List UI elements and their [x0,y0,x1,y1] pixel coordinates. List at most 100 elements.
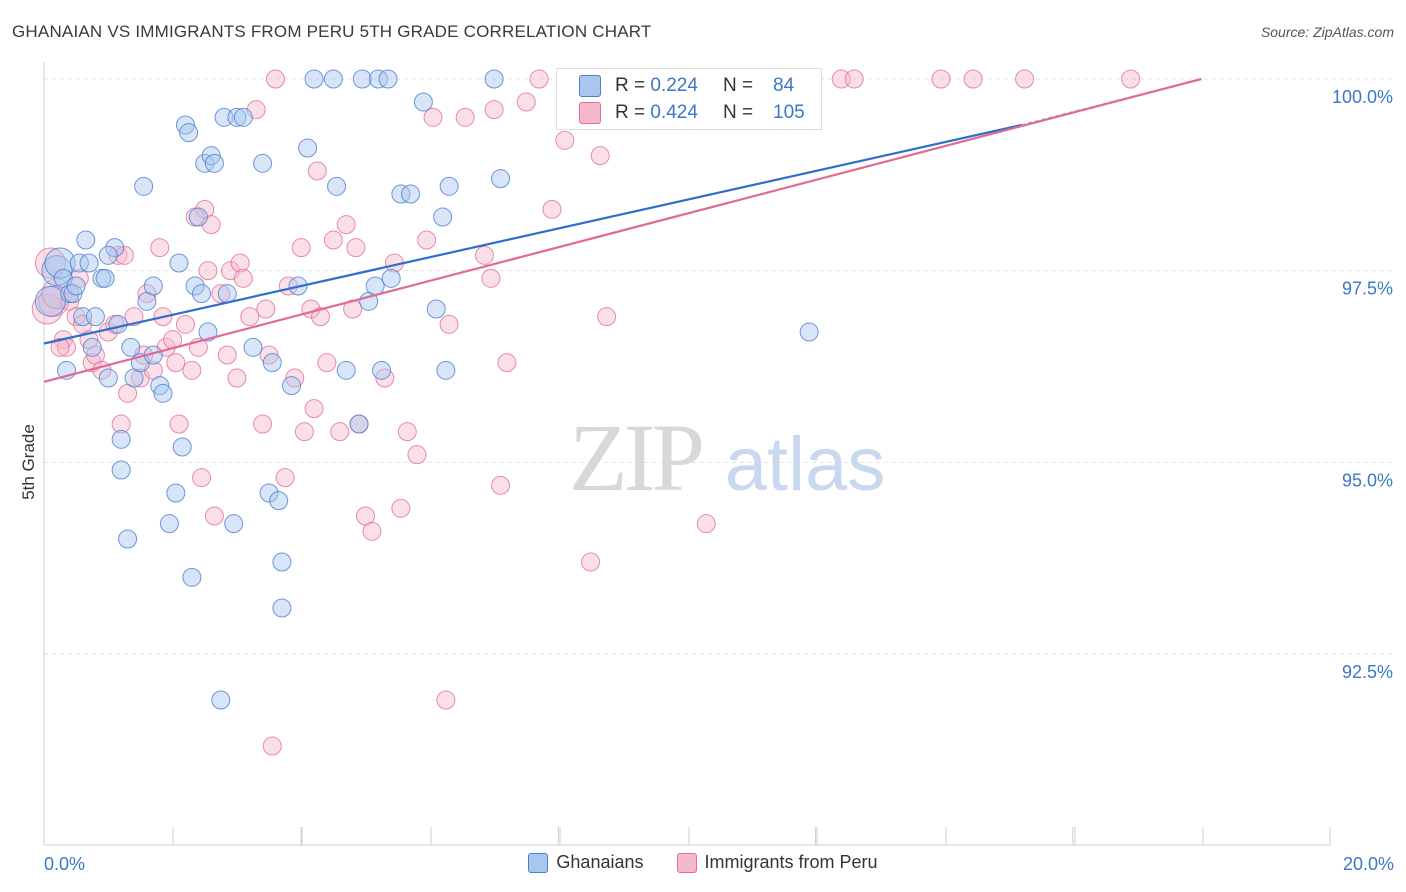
peru-point [265,69,285,89]
peru-point [310,307,330,327]
peru-point [375,368,395,388]
ghanaian-point [282,376,302,396]
peru-point [66,307,86,327]
peru-point [227,368,247,388]
peru-point [397,422,417,442]
peru-point [362,521,382,541]
ghanaian-point [41,255,73,287]
y-tick-label: 95.0% [1342,470,1393,490]
ghanaian-point [272,598,292,618]
peru-point [455,107,475,127]
ghanaian-point [327,176,347,196]
ghanaian-point [352,69,372,89]
peru-point [317,353,337,373]
ghanaian-point [150,376,170,396]
bottom-legend: Ghanaians Immigrants from Peru [0,852,1406,878]
chart-title: GHANAIAN VS IMMIGRANTS FROM PERU 5TH GRA… [12,22,652,41]
peru-point [204,506,224,526]
ghanaian-point [253,153,273,173]
peru-point [233,268,253,288]
peru-point [285,368,305,388]
peru-point [555,130,575,150]
ghanaian-point [262,353,282,373]
peru-point [323,230,343,250]
ghanaian-point [243,337,263,357]
peru-point [108,245,128,265]
ghanaian-point [69,253,89,273]
ghanaian-point [82,337,102,357]
ghanaian-point [436,360,456,380]
ghanaian-point [349,414,369,434]
ghanaian-point [391,184,411,204]
ghanaian-point [118,529,138,549]
ghanaian-point [372,360,392,380]
stats-legend-box: R = 0.224 N = 84 R = 0.424 N = 105 [556,68,822,130]
ghanaian-point [85,307,105,327]
ghanaian-point [198,322,218,342]
peru-point [217,345,237,365]
ghanaian-point [224,514,244,534]
legend-item-peru[interactable]: Immigrants from Peru [676,852,878,873]
ghanaian-point [192,284,212,304]
peru-point [256,299,276,319]
ghanaian-point [98,245,118,265]
ghanaian-point [182,567,202,587]
legend-item-ghanaians[interactable]: Ghanaians [528,852,644,873]
peru-point [166,353,186,373]
n-label: N = [723,102,754,123]
ghanaian-point [378,69,398,89]
ghanaian-point [336,360,356,380]
ghanaian-point [179,123,199,143]
peru-point [111,414,131,434]
peru-point [137,284,157,304]
grid-lines [44,78,1395,655]
peru-point [529,69,549,89]
legend-swatch-ghanaians [528,852,549,873]
legend-swatch-peru [676,852,697,873]
peru-point [50,337,70,357]
ghanaian-point [105,238,125,258]
stats-row-ghanaians: R = 0.224 N = 84 [557,73,821,99]
ghanaian-point [298,138,318,158]
legend-label-ghanaians: Ghanaians [556,852,644,872]
ghanaian-point [188,207,208,227]
peru-point [336,215,356,235]
peru-point [963,69,983,89]
peru-point [844,69,864,89]
axes [43,62,1331,846]
ghanaian-point [111,429,131,449]
y-tick-label: 92.5% [1342,662,1393,682]
ghanaian-point [259,483,279,503]
ghanaian-point [66,276,86,296]
ghanaian-point [134,176,154,196]
ghanaian-point [159,514,179,534]
ghanaian-point [79,253,99,273]
ghanaian-point [323,69,343,89]
peru-point [169,414,189,434]
peru-point [407,445,427,465]
ghanaians-swatch [579,75,601,97]
ghanaian-point [227,107,247,127]
ghanaian-point [143,276,163,296]
watermark-atlas: atlas [725,422,886,507]
ghanaian-point [304,69,324,89]
peru-point [198,261,218,281]
peru-point [230,253,250,273]
peru-point [423,107,443,127]
peru-point [590,146,610,166]
peru-point [1121,69,1141,89]
ghanaian-point [799,322,819,342]
ghanaian-point [439,176,459,196]
x-min-label: 0.0% [44,854,85,874]
y-axis-label: 5th Grade [19,424,38,500]
peru-point [124,307,144,327]
peru-point [259,345,279,365]
peru-trend-line [43,77,1202,383]
peru-point [436,690,456,710]
peru-point [439,314,459,334]
peru-point [304,399,324,419]
ghanaian-point [166,483,186,503]
ghanaian-point [63,284,83,304]
ghanaian-point [121,337,141,357]
